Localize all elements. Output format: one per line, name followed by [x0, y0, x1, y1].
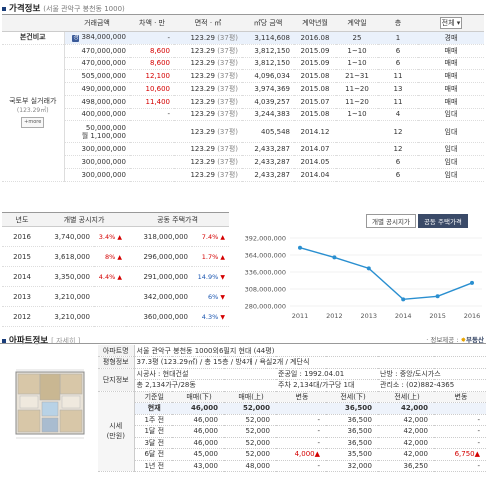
y-tick-label: 392,000,000	[245, 235, 286, 243]
apt-plan: 37.3평 (123.29㎡) / 총 15층 / 방4개 / 욕실2개 / 계…	[134, 356, 486, 369]
more-button[interactable]: +more	[21, 117, 45, 129]
x-tick-label: 2011	[292, 312, 309, 320]
up-arrow-icon: ▲	[220, 253, 225, 261]
price-table: 거래금액 차액 · 만 면적 · ㎡ ㎡당 금액 계약년월 계약일 층 전체 ▾…	[2, 14, 484, 182]
down-arrow-icon: ▼	[220, 273, 225, 281]
table-row: 50,000,000 월 1,100,000 123.29 (37평) 405,548…	[2, 120, 484, 144]
market-current-row: 현재 46,000 52,000 36,500 42,000	[98, 402, 486, 415]
gongsi-table: 년도 개별 공시지가 공동 주택가격 2016 3,740,000 3.4% ▲ 31…	[2, 212, 229, 327]
up-arrow-icon: ▲	[117, 273, 122, 281]
x-tick-label: 2013	[361, 312, 378, 320]
floor-plan-image	[10, 354, 90, 450]
tab-land-price[interactable]: 개별 공시지가	[366, 214, 416, 228]
data-point	[298, 245, 302, 250]
gongsi-header: 년도 개별 공시지가 공동 주택가격	[2, 212, 229, 227]
tab-house-price[interactable]: 공동 주택가격	[417, 214, 468, 228]
self-label: 본건비교	[2, 31, 65, 45]
data-point	[470, 280, 474, 285]
self-comparison-row: 본건비교 경 384,000,000-123.29 (37평) 3,114,608 20…	[2, 31, 484, 45]
apt-name: 서울 관악구 봉천동 1000외6필지 현대 (44평)	[134, 345, 486, 357]
table-row: 1달 전 46,000 52,000-36,500 42,000-	[98, 425, 486, 438]
table-row: 300,000,000 123.29 (37평) 2,433,287 2014.07 1…	[2, 142, 484, 156]
table-row: 300,000,000 123.29 (37평) 2,433,287 2014.05 6…	[2, 155, 484, 169]
chart-tabs: 개별 공시지가 공동 주택가격	[364, 214, 468, 228]
down-arrow-icon: ▼	[220, 313, 225, 321]
price-line-chart: 392,000,000 364,000,000 336,000,000 308,000…	[245, 235, 482, 320]
table-row: 국토부 실거래가 (123.29㎡) +more 470,000,000 8,600…	[2, 44, 484, 182]
table-row: 505,000,000 12,100 123.29 (37평) 4,096,034 20…	[2, 69, 484, 83]
y-tick-label: 280,000,000	[245, 303, 286, 311]
apt-divider	[0, 343, 486, 344]
auction-badge: 경	[72, 35, 80, 43]
apt-info-table: 아파트명 서울 관악구 봉천동 1000외6필지 현대 (44평) 평형정보 3…	[98, 345, 486, 472]
view-detail-link[interactable]: [ 자세히 ]	[51, 337, 81, 345]
table-row: 1년 전 43,000 48,000-32,000 36,250-	[98, 460, 486, 472]
series-line	[299, 247, 473, 301]
apt-plan-row: 평형정보 37.3평 (123.29㎡) / 총 15층 / 방4개 / 욕실2…	[98, 356, 486, 369]
market-header: 시세 (만원) 기준일 매매(下) 매매(上) 변동 전세(下) 전세(上) 변동	[98, 391, 486, 472]
source-credit: · 정보제공 : ✸부동산	[426, 336, 484, 344]
table-row: 490,000,000 10,600 123.29 (37평) 3,974,369 20…	[2, 82, 484, 96]
table-row: 300,000,000 123.29 (37평) 2,433,287 2014.04 6…	[2, 168, 484, 182]
up-arrow-icon: ▲	[117, 253, 122, 261]
section-bullet-icon	[2, 338, 6, 343]
x-tick-label: 2015	[429, 312, 446, 320]
market-label: 시세 (만원)	[98, 391, 135, 472]
star-logo-icon: ✸	[460, 336, 467, 344]
data-point	[332, 255, 337, 260]
table-row: 2013 3,210,000 342,000,000 6% ▼	[2, 286, 229, 307]
price-table-header: 거래금액 차액 · 만 면적 · ㎡ ㎡당 금액 계약년월 계약일 층 전체 ▾	[2, 14, 484, 32]
y-tick-label: 308,000,000	[245, 286, 286, 294]
type-filter-select[interactable]: 전체 ▾	[439, 17, 463, 29]
up-arrow-icon: ▲	[117, 233, 122, 241]
molit-label: 국토부 실거래가 (123.29㎡) +more	[2, 44, 65, 182]
data-point	[366, 266, 371, 271]
data-point	[401, 297, 406, 302]
data-point	[435, 294, 440, 299]
apt-complex-row: 단지정보 시공사 : 현대건설 준공일 : 1992.04.01 난방 : 중앙…	[98, 368, 486, 392]
apt-name-row: 아파트명 서울 관악구 봉천동 1000외6필지 현대 (44평)	[98, 345, 486, 357]
table-row: 498,000,000 11,400 123.29 (37평) 4,039,257 20…	[2, 95, 484, 109]
table-row: 2014 3,350,000 4.4% ▲ 291,000,000 14.9% ▼	[2, 266, 229, 287]
table-row: 3달 전 46,000 52,000-36,500 42,000-	[98, 437, 486, 449]
table-row: 470,000,000 8,600 123.29 (37평) 3,812,150 201…	[2, 57, 484, 71]
table-row: 2015 3,618,000 8% ▲ 296,000,000 1.7% ▲	[2, 246, 229, 267]
apt-complex-row: 총 2,134가구/28동 주차 2,134대/가구당 1대 관리소 : (02…	[98, 379, 486, 392]
table-row: 1주 전 46,000 52,000-36,500 42,000-	[98, 414, 486, 426]
table-row: 6달 전 45,000 52,000 4,000▲ 35,500 42,000 6,750▲	[98, 448, 486, 461]
apt-section-title: 아파트정보[ 자세히 ]	[2, 334, 80, 346]
x-tick-label: 2014	[395, 312, 412, 320]
x-tick-label: 2016	[464, 312, 481, 320]
price-section-title: 가격정보 (서울 관악구 봉천동 1000)	[2, 2, 125, 14]
table-row: 2012 3,210,000 360,000,000 4.3% ▼	[2, 306, 229, 327]
section-bullet-icon	[2, 6, 6, 11]
down-arrow-icon: ▼	[220, 293, 225, 301]
x-tick-label: 2012	[326, 312, 343, 320]
table-row: 400,000,000-123.29 (37평) 3,244,383 2015.08…	[2, 108, 484, 122]
y-tick-label: 336,000,000	[245, 269, 286, 277]
y-tick-label: 364,000,000	[245, 252, 286, 260]
up-arrow-icon: ▲	[220, 233, 225, 241]
table-row: 2016 3,740,000 3.4% ▲ 318,000,000 7.4% ▲	[2, 226, 229, 247]
price-section-subtitle: (서울 관악구 봉천동 1000)	[43, 5, 125, 13]
